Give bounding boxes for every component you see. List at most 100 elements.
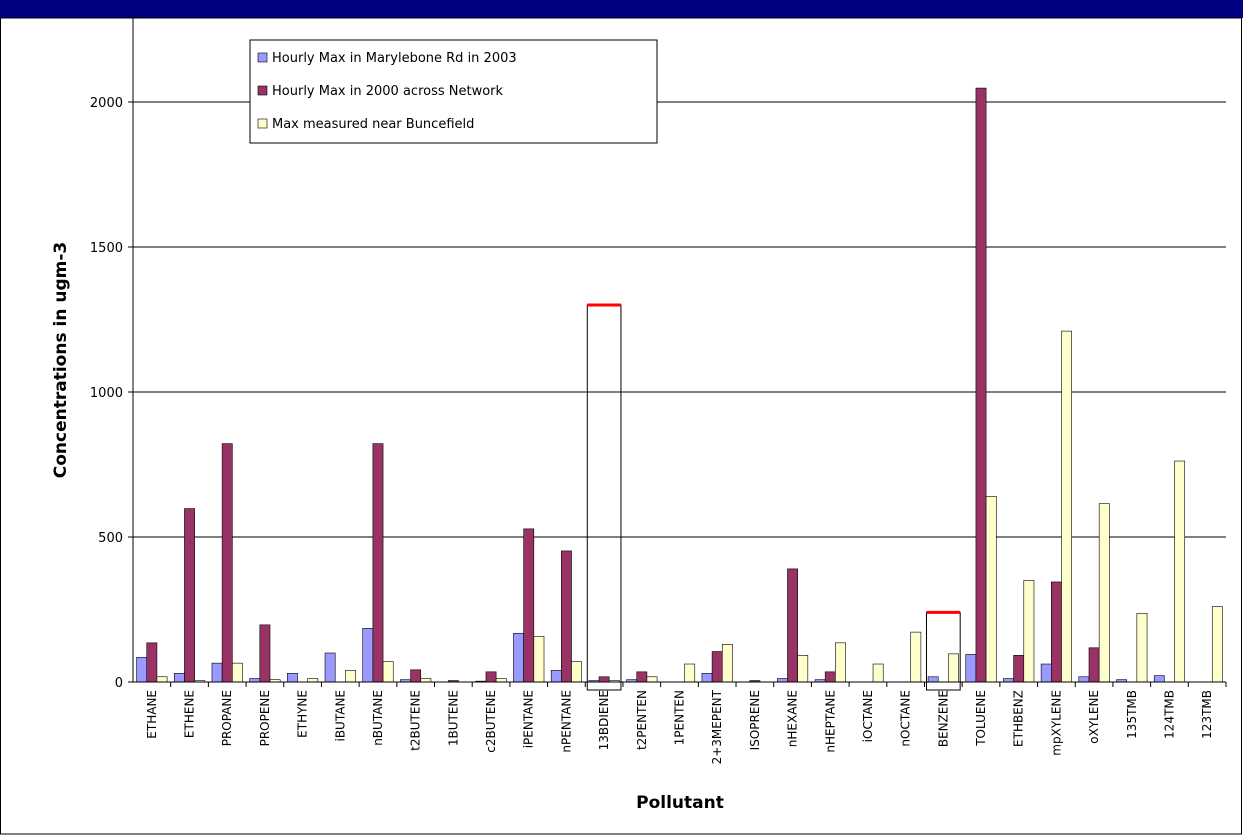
bar: [345, 670, 356, 683]
bar: [1174, 460, 1186, 683]
x-tick-label: TOLUENE: [974, 690, 988, 747]
x-tick-label: nOCTANE: [899, 690, 913, 747]
x-tick-label: 13BDIENE: [597, 690, 611, 750]
legend-swatch: [257, 118, 268, 129]
title-bar: [0, 0, 1243, 18]
legend-label: Hourly Max in Marylebone Rd in 2003: [272, 51, 517, 66]
legend-swatch: [257, 52, 268, 63]
x-tick-label: BENZENE: [936, 690, 950, 747]
bar: [211, 662, 223, 683]
bar: [797, 655, 809, 683]
bar: [495, 678, 507, 683]
x-tick-label: ETHBENZ: [1012, 690, 1026, 747]
bar: [184, 508, 195, 683]
bar: [307, 678, 319, 683]
bar: [513, 632, 524, 683]
bar: [1136, 612, 1148, 683]
bar: [287, 672, 298, 683]
x-tick-label: ETHANE: [145, 690, 159, 739]
bar: [721, 643, 733, 683]
bar: [156, 676, 168, 683]
bar: [249, 678, 261, 683]
x-tick-label: PROPENE: [258, 690, 272, 746]
x-tick-label: nHEXANE: [786, 690, 800, 747]
x-tick-label: 1BUTENE: [446, 690, 460, 746]
bar: [146, 642, 158, 683]
bar: [1088, 647, 1100, 683]
bar: [1211, 606, 1223, 683]
bar: [173, 672, 185, 683]
y-tick-label: 2000: [90, 96, 123, 111]
x-axis-title: Pollutant: [636, 793, 724, 813]
x-tick-label: iOCTANE: [861, 690, 875, 742]
bar: [684, 663, 696, 683]
bar: [1040, 663, 1052, 683]
bar: [824, 671, 836, 683]
bar: [533, 636, 545, 683]
legend-swatch: [257, 85, 268, 96]
bar: [948, 653, 959, 683]
bar: [221, 443, 233, 683]
x-tick-label: iPENTANE: [522, 690, 536, 748]
bar: [975, 87, 987, 683]
bar: [711, 651, 723, 683]
x-tick-label: c2BUTENE: [484, 690, 498, 753]
x-tick-label: 123TMB: [1200, 690, 1214, 739]
bar: [1098, 503, 1110, 683]
x-tick-label: iBUTANE: [333, 690, 347, 742]
bar: [561, 550, 572, 683]
bar: [835, 642, 846, 683]
bar: [420, 678, 432, 683]
bar: [550, 670, 562, 683]
bar: [232, 662, 243, 683]
bar: [910, 631, 922, 683]
x-tick-label: ETHENE: [183, 690, 197, 738]
x-tick-label: nHEPTANE: [823, 690, 837, 753]
bar: [259, 624, 271, 683]
x-tick-label: PROPANE: [220, 690, 234, 746]
bar: [382, 661, 394, 683]
x-tick-label: t2BUTENE: [409, 690, 423, 751]
x-tick-label: ISOPRENE: [748, 690, 762, 750]
bar: [985, 496, 997, 683]
y-axis-title: Concentrations in ugm-3: [51, 242, 71, 478]
bar: [927, 676, 939, 683]
x-tick-label: 135TMB: [1125, 690, 1139, 739]
bar: [485, 671, 497, 683]
x-tick-label: 1PENTEN: [673, 690, 687, 745]
bar: [1061, 330, 1072, 683]
x-tick-label: mpXYLENE: [1049, 690, 1063, 756]
legend-label: Hourly Max in 2000 across Network: [272, 84, 504, 99]
bar: [523, 528, 535, 683]
y-tick-label: 1500: [90, 241, 123, 256]
bar: [1003, 678, 1014, 683]
x-tick-label: oXYLENE: [1087, 690, 1101, 744]
x-tick-label: 124TMB: [1162, 690, 1176, 739]
legend-box: [249, 39, 658, 144]
bar: [787, 568, 798, 683]
bar: [636, 671, 648, 683]
highlight-box: [586, 304, 622, 691]
bar: [1013, 655, 1025, 683]
bar: [777, 678, 788, 683]
bar: [872, 663, 884, 683]
bar: [571, 661, 582, 683]
legend-label: Max measured near Buncefield: [272, 117, 474, 132]
y-tick-label: 500: [98, 531, 123, 546]
bar: [324, 652, 336, 683]
x-tick-label: ETHYNE: [296, 690, 310, 738]
x-tick-label: t2PENTEN: [635, 690, 649, 750]
bar: [410, 669, 422, 683]
bar: [372, 443, 384, 683]
bar: [1153, 675, 1165, 683]
bar: [1078, 676, 1090, 683]
bar: [362, 628, 374, 683]
y-tick-label: 1000: [90, 386, 123, 401]
bar: [965, 654, 977, 683]
bar: [1023, 580, 1035, 683]
y-tick-label: 0: [115, 676, 123, 691]
x-tick-label: nBUTANE: [371, 690, 385, 746]
bar: [1051, 581, 1062, 683]
bar: [598, 676, 610, 683]
